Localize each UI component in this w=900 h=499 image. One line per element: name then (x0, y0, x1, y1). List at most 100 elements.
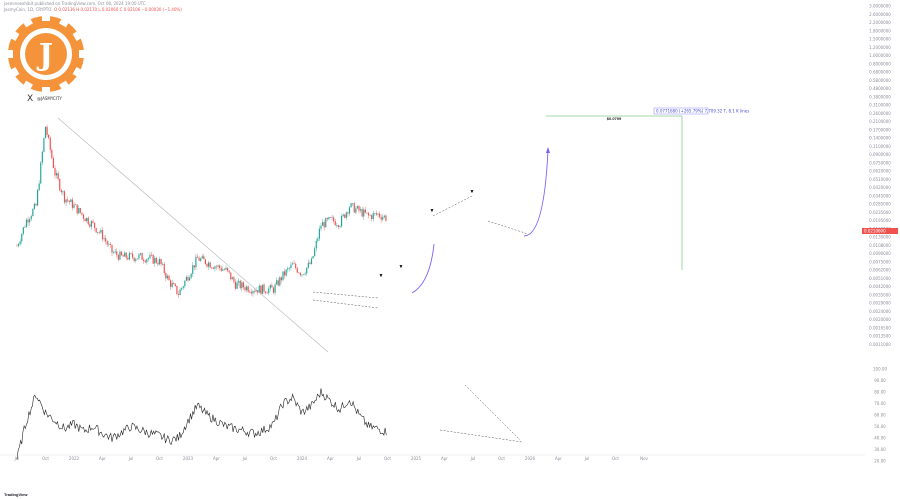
time-axis[interactable]: Jul Oct 2022 Apr Jul Oct 2023 Apr Jul Oct 2024 Apr J… (14, 456, 649, 461)
price-axis-tick: 0.0108000 (869, 243, 891, 248)
candle-body (245, 286, 248, 291)
candle-body (285, 269, 287, 276)
candle-body (250, 292, 252, 294)
projection-curve-1[interactable] (411, 243, 435, 294)
candle-body (41, 151, 43, 163)
rsi-axis-tick: 30.00 (874, 447, 886, 452)
candle-body (87, 217, 89, 225)
candle-body (299, 272, 302, 276)
projection-curve-2[interactable] (523, 149, 549, 237)
candle-body (57, 173, 59, 180)
candle-body (106, 241, 108, 245)
logo-gear-tooth (59, 16, 70, 28)
candle-body (211, 267, 213, 269)
candle-body (255, 290, 257, 292)
price-axis-tick: 0.0195000 (869, 218, 891, 223)
price-axis[interactable]: 3.0000000 2.6000000 2.2000000 1.8000000 1.50… (869, 4, 891, 347)
candle-body (200, 258, 202, 261)
target-measure-box[interactable] (653, 107, 709, 115)
upper-wedge-line[interactable] (312, 291, 379, 299)
last-price-tag (862, 228, 898, 234)
candle-body (21, 233, 23, 242)
candle-body (124, 252, 126, 257)
candle-body (168, 275, 170, 281)
candle-body (347, 212, 349, 214)
candle-body (43, 138, 45, 152)
candle-body (52, 158, 55, 168)
time-axis-tick: Oct (42, 456, 49, 461)
candle-body (359, 209, 362, 211)
candle-body (201, 256, 203, 259)
candle-body (105, 238, 107, 242)
candle-body (136, 258, 138, 260)
candle-body (111, 244, 113, 253)
time-axis-tick: Jul (584, 456, 590, 461)
lower-channel-line[interactable] (487, 220, 529, 235)
candle-body (326, 218, 328, 220)
rsi-axis-tick: 90.00 (874, 378, 886, 383)
price-axis-tick: 0.0285000 (869, 202, 891, 207)
candle-body (133, 257, 135, 261)
ohlc-values: O 0.02136 H 0.02170 L 0.02060 C 0.02106 … (54, 7, 182, 12)
candle-body (258, 285, 260, 293)
candle-body (223, 269, 226, 270)
candle-body (116, 251, 118, 255)
price-axis-tick: 0.3800000 (869, 94, 891, 99)
logo-gear-tooth (42, 13, 50, 21)
rsi-upper-trendline[interactable] (464, 384, 521, 441)
price-axis-tick: 0.0024000 (869, 309, 891, 314)
candle-body (179, 289, 181, 296)
price-candles (16, 124, 387, 298)
candle-body (230, 272, 232, 280)
candle-body (339, 226, 341, 228)
target-price-label: $0.0799 (607, 116, 622, 121)
upper-channel-line[interactable] (432, 195, 473, 217)
logo-gear-tooth (59, 80, 70, 92)
price-axis-tick: 0.0345000 (869, 193, 891, 198)
candle-body (279, 277, 281, 286)
candle-body (76, 204, 78, 214)
candle-body (272, 287, 275, 293)
candle-body (318, 228, 321, 239)
time-axis-tick: Jul (356, 456, 362, 461)
candle-body (84, 218, 86, 222)
price-axis-tick: 0.0235000 (869, 210, 891, 215)
arrow-marker-1: ▼ (379, 273, 384, 279)
time-axis-tick: Apr (327, 456, 334, 461)
candle-body (152, 254, 154, 264)
candle-body (217, 265, 219, 267)
rsi-lower-trendline[interactable] (439, 429, 523, 443)
candle-body (306, 267, 308, 274)
candle-body (27, 219, 29, 223)
candle-body (226, 267, 229, 271)
price-axis-tick: 0.8000000 (869, 61, 891, 66)
candle-body (171, 283, 173, 287)
rsi-axis-tick: 40.00 (874, 436, 886, 441)
logo-gear-tooth (8, 67, 20, 78)
candle-body (377, 213, 379, 215)
candle-body (193, 265, 195, 268)
candle-body (304, 273, 306, 275)
candle-body (32, 209, 34, 217)
candle-body (212, 267, 214, 269)
candle-body (92, 221, 94, 223)
price-axis-tick: 1.0000000 (869, 53, 891, 58)
rsi-axis-tick: 80.00 (874, 390, 886, 395)
candle-body (312, 256, 314, 259)
downtrend-line[interactable] (57, 117, 329, 353)
price-axis-tick: 0.4800000 (869, 86, 891, 91)
candle-body (302, 274, 305, 276)
price-axis-tick: 0.2100000 (869, 119, 891, 124)
rsi-axis[interactable]: 100.00 90.00 80.00 70.00 60.00 50.00 40.00 30.0… (873, 367, 887, 464)
last-price-tag-text: 0.0210600 (864, 229, 886, 234)
candle-body (46, 126, 48, 135)
candle-body (182, 286, 184, 288)
price-axis-tick: 0.0016500 (869, 325, 891, 330)
candle-body (295, 263, 297, 269)
candle-body (127, 257, 129, 260)
time-axis-tick: Nov (640, 456, 648, 461)
candle-body (366, 212, 368, 214)
candle-body (252, 291, 254, 294)
lower-wedge-line[interactable] (312, 299, 379, 309)
